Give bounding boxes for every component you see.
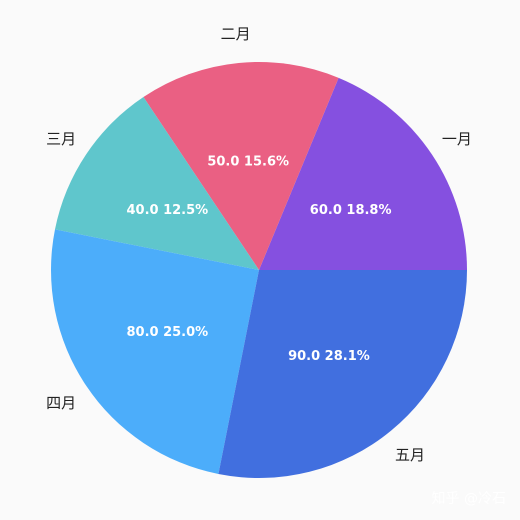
slice-value-label-5: 90.0 28.1% [288,349,370,364]
slice-value-label-3: 40.0 12.5% [126,203,208,218]
slice-value-label-2: 50.0 15.6% [207,154,289,169]
slice-value-label-4: 80.0 25.0% [126,325,208,340]
category-label-4: 四月 [46,394,76,412]
watermark: 知乎 @冷石 [432,490,506,507]
pie-slice-4 [51,229,260,475]
pie-slice-3 [54,97,260,270]
pie-slice-1 [259,77,467,270]
category-label-2: 二月 [221,25,251,43]
slice-value-labels: 60.0 18.8% 50.0 15.6% 40.0 12.5% 80.0 25.0%… [126,154,391,364]
category-label-5: 五月 [395,446,425,464]
pie-slice-2 [143,61,339,271]
pie-slice-5 [218,270,467,478]
slice-value-label-1: 60.0 18.8% [310,203,392,218]
pie-slices [51,61,467,478]
category-label-1: 一月 [442,130,472,148]
category-label-3: 三月 [46,130,76,148]
